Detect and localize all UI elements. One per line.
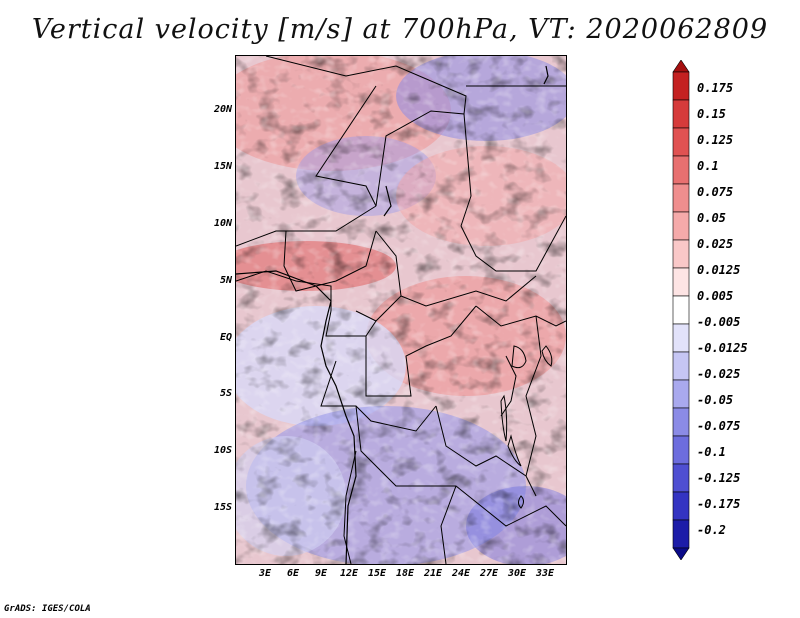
colorbar-label-10: -0.0125 — [697, 341, 748, 355]
field-texture-red — [236, 56, 566, 564]
colorbar-label-8: 0.005 — [697, 289, 734, 303]
colorbar-segment-13 — [672, 407, 690, 437]
colorbar-label-7: 0.0125 — [697, 263, 741, 277]
lon-label-15e: 15E — [367, 568, 387, 579]
colorbar-min-arrow — [672, 547, 690, 560]
lat-label-eq: EQ — [219, 332, 232, 343]
lon-label-33e: 33E — [535, 568, 555, 579]
lon-label-3e: 3E — [258, 568, 272, 579]
colorbar-label-13: -0.075 — [697, 419, 741, 433]
lon-label-6e: 6E — [286, 568, 300, 579]
colorbar-label-17: -0.2 — [697, 523, 726, 537]
colorbar-label-2: 0.125 — [697, 133, 734, 147]
colorbar-segment-4 — [672, 155, 690, 185]
country-borders — [236, 56, 566, 564]
colorbar-segment-16 — [672, 491, 690, 521]
colorbar-segment-1 — [672, 71, 690, 101]
lat-label-20n: 20N — [213, 104, 232, 115]
lat-label-5s: 5S — [219, 388, 232, 399]
colorbar-label-3: 0.1 — [697, 159, 719, 173]
colorbar-segment-3 — [672, 127, 690, 157]
colorbar-segment-6 — [672, 211, 690, 241]
colorbar-label-9: -0.005 — [697, 315, 741, 329]
colorbar-label-11: -0.025 — [697, 367, 741, 381]
colorbar-segment-7 — [672, 239, 690, 269]
colorbar — [672, 60, 690, 560]
lat-label-5n: 5N — [219, 275, 232, 286]
colorbar-segment-15 — [672, 463, 690, 493]
lat-label-10n: 10N — [213, 218, 232, 229]
colorbar-label-14: -0.1 — [697, 445, 726, 459]
colorbar-segment-5 — [672, 183, 690, 213]
colorbar-segment-14 — [672, 435, 690, 465]
grads-credit: GrADS: IGES/COLA — [4, 604, 91, 614]
colorbar-label-12: -0.05 — [697, 393, 734, 407]
colorbar-label-5: 0.05 — [697, 211, 726, 225]
lat-label-15n: 15N — [213, 161, 232, 172]
lon-label-30e: 30E — [507, 568, 527, 579]
lon-label-24e: 24E — [451, 568, 471, 579]
colorbar-label-6: 0.025 — [697, 237, 734, 251]
lon-label-9e: 9E — [314, 568, 328, 579]
lon-label-18e: 18E — [395, 568, 415, 579]
vertical-velocity-field — [236, 56, 566, 564]
colorbar-segment-11 — [672, 351, 690, 381]
colorbar-segment-10 — [672, 323, 690, 353]
colorbar-label-16: -0.175 — [697, 497, 741, 511]
lakes — [500, 345, 553, 509]
lat-label-15s: 15S — [213, 502, 232, 513]
map-area — [235, 55, 567, 565]
colorbar-label-4: 0.075 — [697, 185, 734, 199]
colorbar-max-arrow — [672, 60, 690, 73]
lon-label-27e: 27E — [479, 568, 499, 579]
colorbar-segment-8 — [672, 267, 690, 297]
coastline — [236, 65, 549, 564]
colorbar-segment-9 — [672, 295, 690, 325]
lon-label-12e: 12E — [339, 568, 359, 579]
map-title: Vertical velocity [m/s] at 700hPa, VT: 2… — [31, 14, 769, 45]
colorbar-label-15: -0.125 — [697, 471, 741, 485]
colorbar-segment-12 — [672, 379, 690, 409]
lat-label-10s: 10S — [213, 445, 232, 456]
colorbar-label-0: 0.175 — [697, 81, 734, 95]
colorbar-segment-2 — [672, 99, 690, 129]
lon-label-21e: 21E — [423, 568, 443, 579]
colorbar-label-1: 0.15 — [697, 107, 726, 121]
colorbar-segment-17 — [672, 519, 690, 549]
